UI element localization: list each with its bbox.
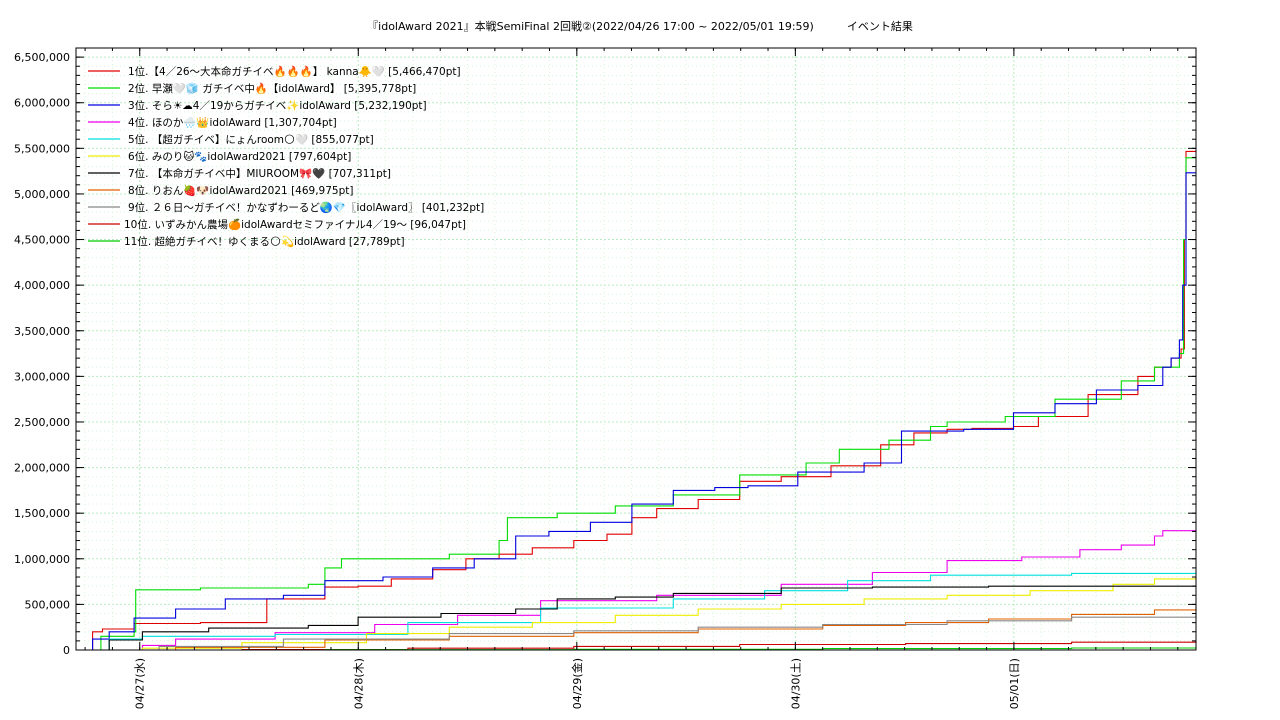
y-tick-label: 1,500,000 xyxy=(14,507,70,520)
legend-entry: 10位. いずみかん農場🍊idolAwardセミファイナル4／19〜 [96,0… xyxy=(124,218,466,231)
y-tick-label: 4,000,000 xyxy=(14,279,70,292)
y-tick-label: 0 xyxy=(63,644,70,657)
series-line-9 xyxy=(76,613,1197,651)
legend-entry: 1位.【4／26〜大本命ガチイベ🔥🔥🔥】 kanna🐥🤍 [5,466,470p… xyxy=(128,65,461,78)
series-line-8 xyxy=(76,607,1197,651)
y-tick-label: 1,000,000 xyxy=(14,553,70,566)
legend-entry: 8位. りおん🍓🐶idolAward2021 [469,975pt] xyxy=(128,184,353,197)
y-tick-label: 6,500,000 xyxy=(14,51,70,64)
y-tick-label: 500,000 xyxy=(25,598,71,611)
legend-entry: 9位. ２６日〜ガチイベ！かなずわーるど🌏💎〖idolAward〗 [401,2… xyxy=(128,201,484,214)
chart-title: 『idolAward 2021』本戦SemiFinal 2回戦②(2022/04… xyxy=(367,20,913,33)
legend-entry: 7位. 【本命ガチイベ中】MIUROOM🎀🖤 [707,311pt] xyxy=(128,167,391,180)
legend-entry: 4位. ほのか🌧️👑idolAward [1,307,704pt] xyxy=(128,116,337,129)
y-tick-label: 4,500,000 xyxy=(14,234,70,247)
legend: 1位.【4／26〜大本命ガチイベ🔥🔥🔥】 kanna🐥🤍 [5,466,470p… xyxy=(88,65,484,248)
x-tick-label: 04/28(木) xyxy=(352,658,365,709)
series-line-1 xyxy=(76,150,1196,651)
legend-entry: 2位. 早瀬🤍🧊 ガチイベ中🔥【idolAward】 [5,395,778pt] xyxy=(128,82,416,95)
series-line-5 xyxy=(76,572,1197,651)
grid xyxy=(76,48,1196,650)
legend-entry: 3位. そら☀︎☁︎4／19からガチイベ✨idolAward [5,232,19… xyxy=(128,99,427,112)
x-tick-label: 05/01(日) xyxy=(1008,658,1021,709)
y-tick-label: 2,000,000 xyxy=(14,462,70,475)
y-tick-label: 2,500,000 xyxy=(14,416,70,429)
series-line-7 xyxy=(76,585,1197,651)
x-tick-label: 04/30(土) xyxy=(789,658,802,709)
series-line-2 xyxy=(76,157,1196,651)
y-tick-label: 3,500,000 xyxy=(14,325,70,338)
axes: 0 500,000 1,000,000 1,500,000 2,000,000 2,500… xyxy=(14,48,1196,709)
y-tick-label: 5,000,000 xyxy=(14,188,70,201)
legend-entry: 11位. 超絶ガチイベ！ゆくまる🌕💫idolAward [27,789pt] xyxy=(124,235,405,248)
y-tick-label: 6,000,000 xyxy=(14,97,70,110)
legend-entry: 5位. 【超ガチイベ】にょんroom🌕🤍 [855,077pt] xyxy=(128,133,374,146)
x-tick-label: 04/29(金) xyxy=(570,658,584,709)
y-tick-label: 3,000,000 xyxy=(14,370,70,383)
y-tick-label: 5,500,000 xyxy=(14,142,70,155)
legend-entry: 6位. みのり🐱🐾idolAward2021 [797,604pt] xyxy=(128,150,351,163)
x-tick-label: 04/27(水) xyxy=(134,658,147,709)
series-line-3 xyxy=(76,172,1196,651)
